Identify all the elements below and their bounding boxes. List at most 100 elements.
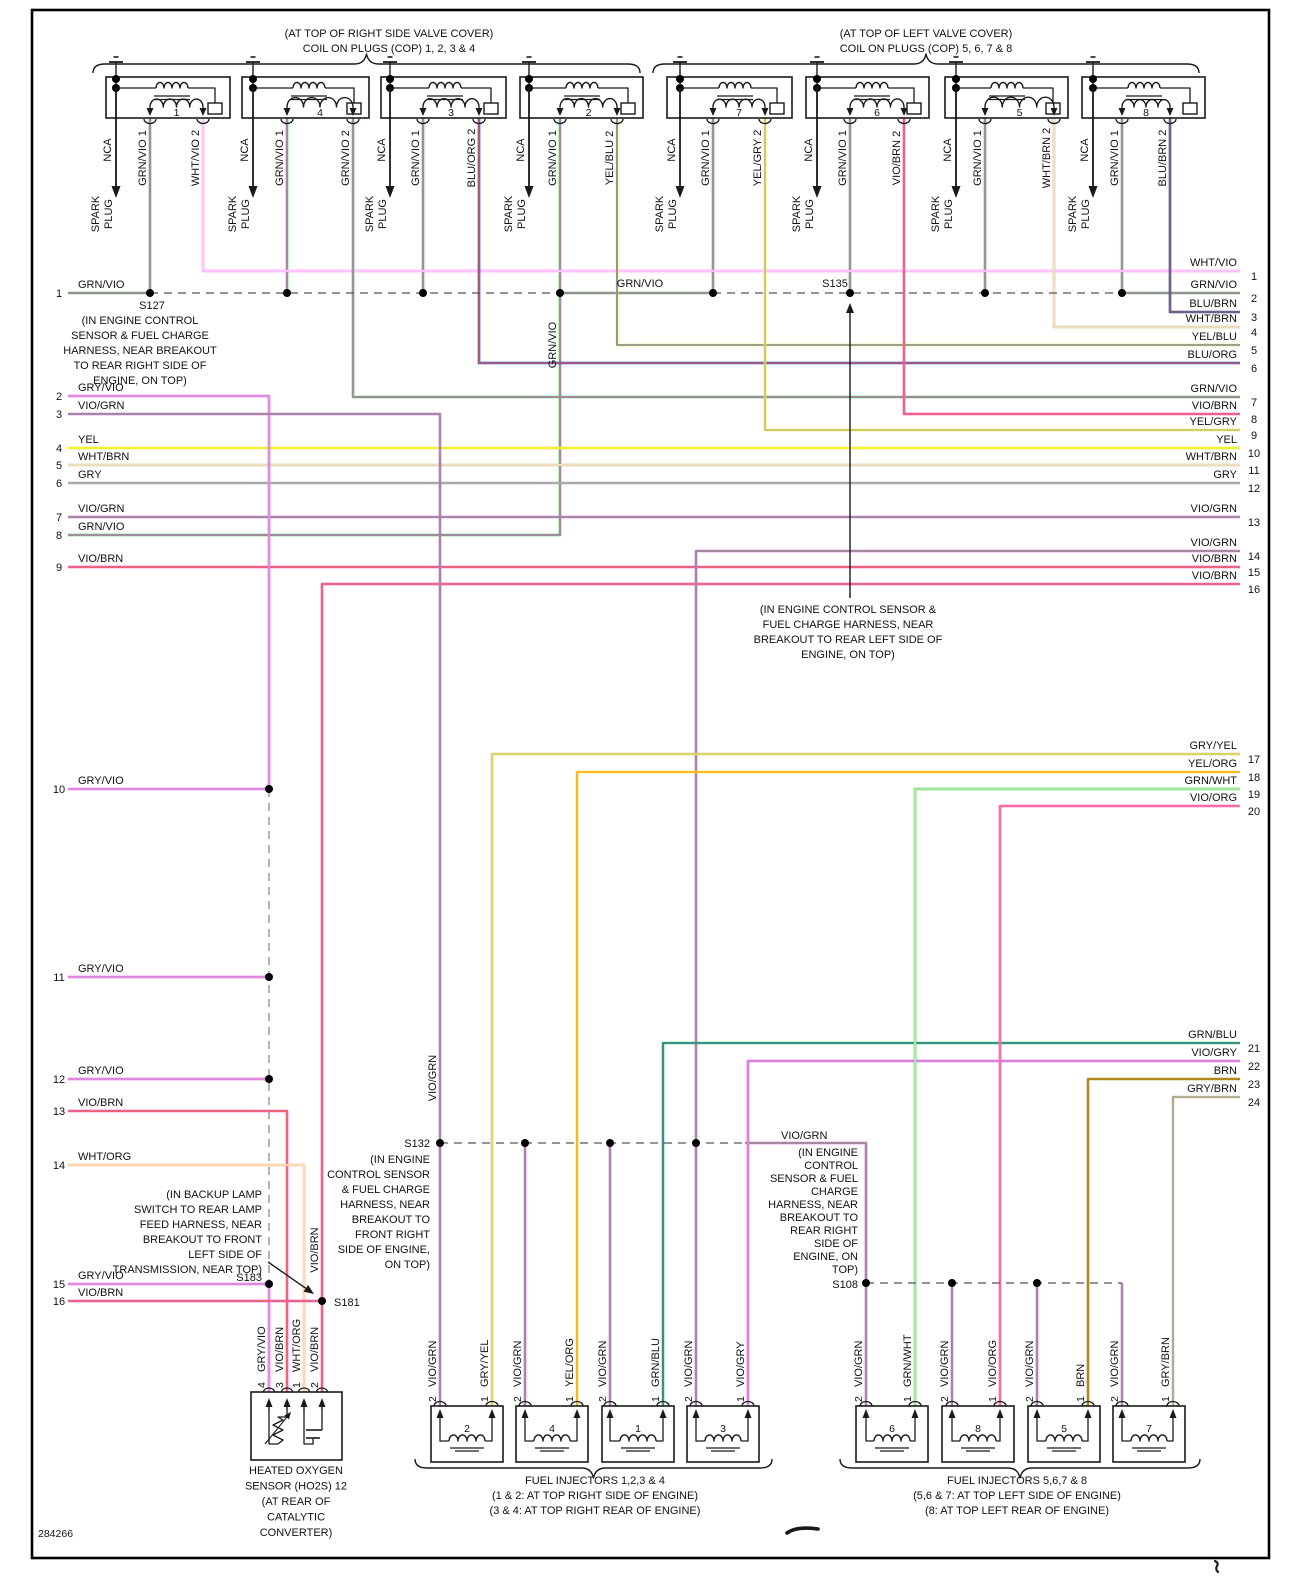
pin-arrow-down-icon bbox=[475, 108, 483, 116]
left-row-wire-label: VIO/BRN bbox=[78, 553, 123, 565]
injector-pin-number: 1 bbox=[650, 1396, 662, 1402]
s181-pointer-head bbox=[303, 1285, 314, 1294]
splice-note-s127: SENSOR & FUEL CHARGE bbox=[71, 330, 209, 342]
splice-dot bbox=[692, 1139, 700, 1147]
injector-bank-caption: FUEL INJECTORS 1,2,3 & 4 bbox=[525, 1475, 665, 1487]
splice-dot bbox=[265, 1280, 273, 1288]
pin-socket-icon bbox=[518, 1400, 532, 1407]
nca-label: NCA bbox=[376, 138, 388, 162]
coil-primary-winding bbox=[428, 81, 462, 89]
injector-internal bbox=[656, 1436, 664, 1442]
right-row-number: 3 bbox=[1251, 312, 1257, 324]
ho2s-caption: (AT REAR OF bbox=[262, 1496, 331, 1508]
coil-number: 8 bbox=[1143, 107, 1149, 119]
pin-socket-icon bbox=[346, 118, 360, 125]
left-row-number: 3 bbox=[56, 409, 62, 421]
injector-number: 3 bbox=[720, 1423, 726, 1435]
right-row-wire-label: VIO/BRN bbox=[1192, 570, 1237, 582]
wire-stripe bbox=[914, 788, 1240, 1406]
injector-pin1-wire-label: GRY/BRN bbox=[1160, 1337, 1172, 1387]
left-row-wire-label: GRY/VIO bbox=[78, 382, 124, 394]
injector-bank-caption: (3 & 4: AT TOP RIGHT REAR OF ENGINE) bbox=[490, 1505, 701, 1517]
ho2s-pin-number: 4 bbox=[256, 1382, 268, 1388]
left-row-number: 5 bbox=[56, 460, 62, 472]
splice-dot bbox=[249, 75, 257, 83]
injector-pin1-wire-label: GRN/BLU bbox=[650, 1338, 662, 1387]
pin-socket-icon bbox=[1030, 1400, 1044, 1407]
left-row-number: 1 bbox=[56, 288, 62, 300]
nca-label: NCA bbox=[515, 138, 527, 162]
splice-dot bbox=[265, 785, 273, 793]
right-row-wire-label: GRY bbox=[1213, 469, 1237, 481]
wire-stripe bbox=[68, 413, 441, 1406]
injector-internal bbox=[439, 1436, 449, 1442]
pin-socket-icon bbox=[280, 1387, 294, 1393]
injector-number: 7 bbox=[1146, 1423, 1152, 1435]
ho2s-pin-wire-label: VIO/BRN bbox=[274, 1327, 286, 1372]
left-row-number: 2 bbox=[56, 391, 62, 403]
brace-injectors-2 bbox=[839, 1458, 1201, 1479]
right-row-number: 15 bbox=[1248, 567, 1260, 579]
right-row-number: 5 bbox=[1251, 345, 1257, 357]
coil-4-box bbox=[241, 76, 370, 119]
ho2s-heater-arrow-head bbox=[284, 1412, 291, 1420]
left-row-wire-label: WHT/ORG bbox=[78, 1151, 131, 1163]
pin-arrow-down-icon bbox=[146, 108, 154, 116]
wire-stripe bbox=[478, 118, 1240, 364]
splice-dot bbox=[521, 1139, 529, 1147]
wire-stripe bbox=[1053, 118, 1240, 328]
bank-right-title: COIL ON PLUGS (COP) 1, 2, 3 & 4 bbox=[303, 43, 476, 55]
splice-note-s127: ENGINE, ON TOP) bbox=[93, 375, 187, 387]
wire-stripe bbox=[695, 550, 1240, 1406]
nca-spark-arrow-head bbox=[951, 186, 961, 198]
spark-plug-label: SPARK bbox=[1067, 195, 1079, 232]
bank-left-note: (AT TOP OF LEFT VALVE COVER) bbox=[840, 28, 1013, 40]
pin-arrow-up-icon bbox=[606, 1409, 614, 1418]
coil-8-box bbox=[1081, 76, 1206, 119]
pin-arrow-up-icon bbox=[436, 1409, 444, 1418]
injector-pin1-wire-label: GRN/WHT bbox=[902, 1334, 914, 1387]
right-row-wire-label: VIO/GRN bbox=[1191, 537, 1238, 549]
pin-socket-icon bbox=[570, 1400, 584, 1407]
coil-internal bbox=[751, 87, 778, 103]
coil-primary-wire-label: GRN/VIO 1 bbox=[972, 130, 984, 186]
coil-number: 1 bbox=[174, 107, 180, 119]
right-row-number: 24 bbox=[1248, 1097, 1260, 1109]
ho2s-pin-wire-label: GRY/VIO bbox=[256, 1326, 268, 1372]
injector-internal bbox=[609, 1436, 620, 1442]
ho2s-pin-number: 2 bbox=[309, 1382, 321, 1388]
wire-stripe bbox=[903, 118, 1240, 415]
pin-socket-icon bbox=[472, 118, 486, 125]
bus-wire-label: GRN/VIO bbox=[617, 278, 664, 290]
splice-note-s135: BREAKOUT TO REAR LEFT SIDE OF bbox=[754, 634, 943, 646]
injector-pin2-wire-label: VIO/GRN bbox=[939, 1340, 951, 1387]
splice-note-s135: FUEL CHARGE HARNESS, NEAR bbox=[763, 619, 934, 631]
splice-dot bbox=[265, 973, 273, 981]
left-row-wire-label: GRN/VIO bbox=[78, 279, 125, 291]
left-row-wire-label: WHT/BRN bbox=[78, 451, 129, 463]
injector-number: 1 bbox=[635, 1423, 641, 1435]
coil-number: 7 bbox=[736, 107, 742, 119]
injector-pin-number: 1 bbox=[564, 1396, 576, 1402]
injector-bank-caption: (5,6 & 7: AT TOP LEFT SIDE OF ENGINE) bbox=[913, 1490, 1121, 1502]
injector-internal bbox=[1121, 1436, 1131, 1442]
splice-dot bbox=[1118, 289, 1126, 297]
splice-note-s127: (IN ENGINE CONTROL bbox=[82, 315, 199, 327]
pin-arrow-down-icon bbox=[613, 108, 621, 116]
coil-number: 6 bbox=[874, 107, 880, 119]
injector-coil-winding bbox=[533, 1434, 571, 1442]
wire-stripe bbox=[1172, 1096, 1240, 1406]
coil-7-box bbox=[666, 76, 793, 119]
spark-plug-label: PLUG bbox=[516, 199, 528, 229]
injector-pin-number: 2 bbox=[1024, 1396, 1036, 1402]
right-row-wire-label: GRN/VIO bbox=[1191, 383, 1238, 395]
right-row-number: 4 bbox=[1251, 327, 1257, 339]
wire-stripe bbox=[491, 753, 1240, 1406]
coil-primary-wire-label: GRN/VIO 1 bbox=[137, 130, 149, 186]
injector-internal bbox=[951, 1436, 960, 1442]
pin-socket-icon bbox=[196, 118, 210, 125]
splice-dot bbox=[146, 289, 154, 297]
injector-internal bbox=[695, 1436, 705, 1442]
pin-arrow-up-icon bbox=[744, 1409, 752, 1418]
injector-pin-number: 1 bbox=[1075, 1396, 1087, 1402]
